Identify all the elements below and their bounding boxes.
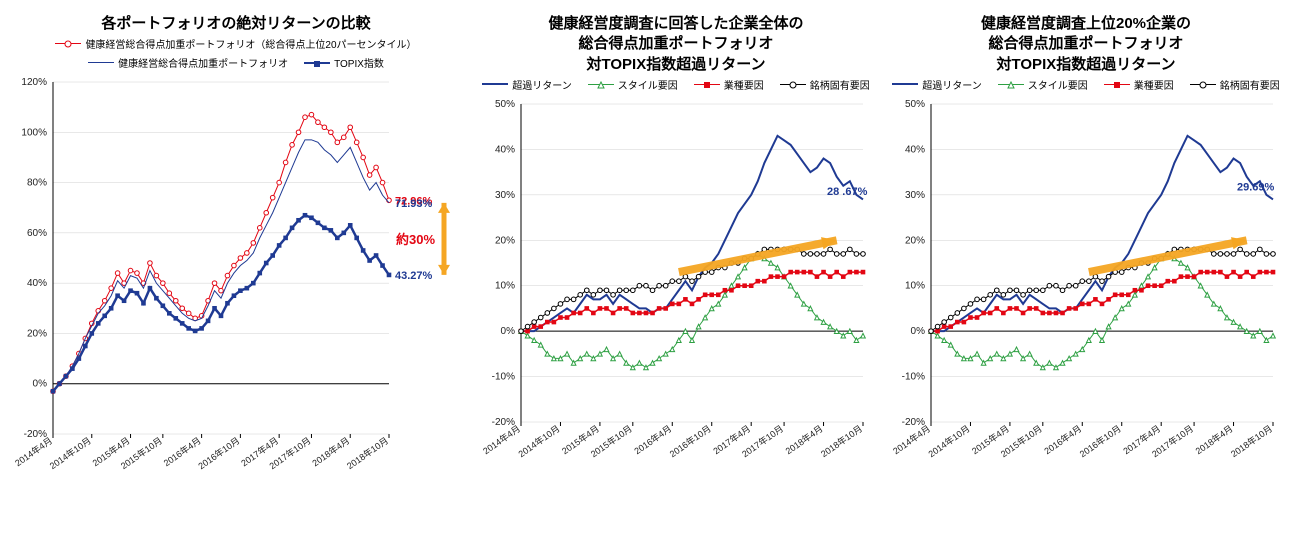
svg-text:100%: 100% bbox=[21, 128, 47, 139]
svg-text:40%: 40% bbox=[905, 144, 925, 155]
svg-text:2014年10月: 2014年10月 bbox=[926, 422, 972, 459]
chart-mid-svg: -20%-10%0%10%20%30%40%50%2014年4月2014年10月… bbox=[477, 94, 875, 484]
svg-text:2014年10月: 2014年10月 bbox=[516, 422, 562, 459]
svg-text:20%: 20% bbox=[495, 235, 515, 246]
svg-text:40%: 40% bbox=[495, 144, 515, 155]
svg-text:120%: 120% bbox=[21, 77, 47, 88]
svg-text:28 .67%: 28 .67% bbox=[827, 186, 868, 198]
chart-left: 各ポートフォリオの絶対リターンの比較 健康経営総合得点加重ポートフォリオ（総合得… bbox=[6, 8, 466, 528]
svg-text:0%: 0% bbox=[33, 379, 48, 390]
svg-text:50%: 50% bbox=[495, 99, 515, 110]
chart-mid: 健康経営度調査に回答した企業全体の総合得点加重ポートフォリオ対TOPIX指数超過… bbox=[476, 8, 876, 528]
svg-text:30%: 30% bbox=[495, 190, 515, 201]
svg-text:10%: 10% bbox=[905, 280, 925, 291]
svg-text:0%: 0% bbox=[911, 326, 926, 337]
chart-right-legend: 超過リターンスタイル要因業種要因銘柄固有要因 bbox=[892, 77, 1280, 92]
chart-left-title: 各ポートフォリオの絶対リターンの比較 bbox=[101, 14, 370, 34]
svg-text:50%: 50% bbox=[905, 99, 925, 110]
svg-text:2016年10月: 2016年10月 bbox=[1077, 422, 1123, 459]
svg-text:20%: 20% bbox=[27, 329, 47, 340]
chart-left-legend: 健康経営総合得点加重ポートフォリオ（総合得点上位20パーセンタイル）健康経営総合… bbox=[6, 36, 466, 70]
svg-text:29.69%: 29.69% bbox=[1237, 181, 1275, 193]
svg-text:-10%: -10% bbox=[902, 371, 925, 382]
svg-text:2018年10月: 2018年10月 bbox=[344, 435, 390, 472]
svg-text:0%: 0% bbox=[501, 326, 516, 337]
svg-text:2014年10月: 2014年10月 bbox=[47, 435, 93, 472]
chart-right: 健康経営度調査上位20%企業の総合得点加重ポートフォリオ対TOPIX指数超過リタ… bbox=[886, 8, 1286, 528]
chart-mid-title: 健康経営度調査に回答した企業全体の総合得点加重ポートフォリオ対TOPIX指数超過… bbox=[548, 14, 803, 75]
svg-text:2016年10月: 2016年10月 bbox=[196, 435, 242, 472]
svg-text:2016年10月: 2016年10月 bbox=[667, 422, 713, 459]
svg-text:60%: 60% bbox=[27, 228, 47, 239]
chart-mid-legend: 超過リターンスタイル要因業種要因銘柄固有要因 bbox=[482, 77, 870, 92]
svg-text:71.93%: 71.93% bbox=[395, 198, 433, 210]
svg-text:30%: 30% bbox=[905, 190, 925, 201]
chart-left-svg: -20%0%20%40%60%80%100%120%2014年4月2014年10… bbox=[7, 72, 465, 496]
svg-text:43.27%: 43.27% bbox=[395, 270, 433, 282]
svg-text:2018年10月: 2018年10月 bbox=[1228, 422, 1274, 459]
svg-text:-10%: -10% bbox=[492, 371, 515, 382]
svg-text:2018年10月: 2018年10月 bbox=[818, 422, 864, 459]
svg-text:80%: 80% bbox=[27, 178, 47, 189]
svg-text:20%: 20% bbox=[905, 235, 925, 246]
chart-right-svg: -20%-10%0%10%20%30%40%50%2014年4月2014年10月… bbox=[887, 94, 1285, 484]
svg-text:約30%: 約30% bbox=[396, 232, 435, 247]
chart-right-title: 健康経営度調査上位20%企業の総合得点加重ポートフォリオ対TOPIX指数超過リタ… bbox=[981, 14, 1191, 75]
svg-text:40%: 40% bbox=[27, 278, 47, 289]
svg-text:10%: 10% bbox=[495, 280, 515, 291]
